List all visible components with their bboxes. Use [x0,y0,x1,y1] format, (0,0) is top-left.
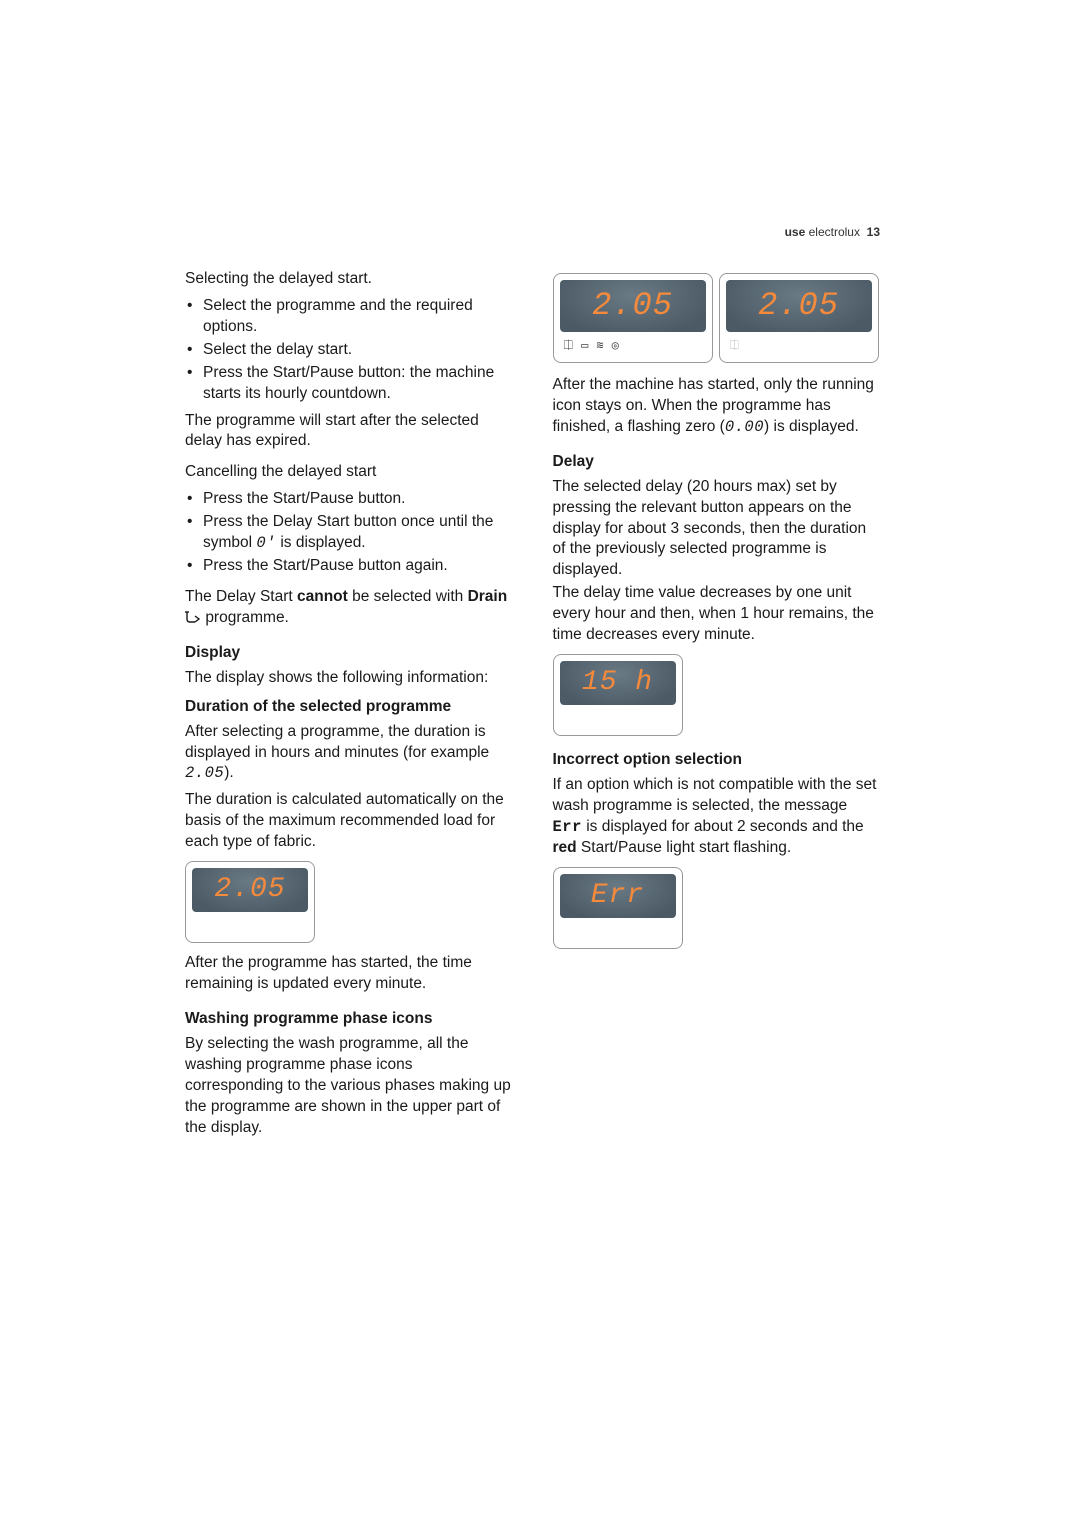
dual-display-illustration: 2.05 ⎅ ▭ ≋ ◎ 2.05 ⎅ [553,273,881,363]
cancel-delay-title: Cancelling the delayed start [185,462,513,483]
lcd-screen: 2.05 [560,280,706,332]
list-item: Press the Delay Start button once until … [185,512,513,554]
list-item: Press the Start/Pause button: the machin… [185,363,513,405]
selecting-delay-title: Selecting the delayed start. [185,269,513,290]
lcd-screen: 15 h [560,661,676,705]
lcd-readout: 15 h [582,664,653,702]
drain-icon [185,610,201,624]
lcd-readout: 2.05 [758,284,839,327]
incorrect-text: If an option which is not compatible wit… [553,775,881,859]
two-column-layout: Selecting the delayed start. Select the … [185,269,880,1145]
header-page-num: 13 [867,225,880,239]
prewash-icon: ⎅ [730,337,740,353]
lcd-readout: Err [591,877,644,915]
list-item: Select the delay start. [185,340,513,361]
page-header: use electrolux 13 [185,225,880,239]
after-started-text: After the machine has started, only the … [553,375,881,438]
lcd-screen: Err [560,874,676,918]
list-item: Press the Start/Pause button. [185,489,513,510]
lcd-icon-row: ⎅ [726,332,872,356]
red-word: red [553,839,577,856]
header-section: use [785,225,806,239]
document-page: use electrolux 13 Selecting the delayed … [185,225,880,1145]
left-column: Selecting the delayed start. Select the … [185,269,513,1145]
display-intro: The display shows the following informat… [185,668,513,689]
list-item: Select the programme and the required op… [185,296,513,338]
display-illustration-delay: 15 h [553,654,683,736]
cancel-delay-list: Press the Start/Pause button. Press the … [185,489,513,577]
header-brand: electrolux [809,225,860,239]
phase-icons-text: By selecting the wash programme, all the… [185,1034,513,1139]
duration-after: After the programme has started, the tim… [185,953,513,995]
lcd-icon-row [560,705,676,729]
display-illustration-all-icons: 2.05 ⎅ ▭ ≋ ◎ [553,273,713,363]
lcd-icon-row [192,912,308,936]
duration-heading: Duration of the selected programme [185,697,513,718]
lcd-screen: 2.05 [726,280,872,332]
delay-p1: The selected delay (20 hours max) set by… [553,477,881,582]
selecting-delay-list: Select the programme and the required op… [185,296,513,405]
delay-heading: Delay [553,452,881,473]
display-illustration-error: Err [553,867,683,949]
display-illustration-duration: 2.05 [185,861,315,943]
lcd-readout: 2.05 [592,284,673,327]
prewash-icon: ⎅ [564,337,574,353]
spin-icon: ◎ [612,337,619,353]
lcd-icon-row: ⎅ ▭ ≋ ◎ [560,332,706,356]
display-illustration-running: 2.05 ⎅ [719,273,879,363]
symbol-duration: 2.05 [185,764,224,782]
lcd-screen: 2.05 [192,868,308,912]
symbol-zero-prime: 0' [256,534,276,552]
rinse-icon: ≋ [596,337,603,353]
lcd-icon-row [560,918,676,942]
list-item: Press the Start/Pause button again. [185,556,513,577]
drain-note: The Delay Start cannot be selected with … [185,587,513,629]
incorrect-heading: Incorrect option selection [553,750,881,771]
duration-p2: The duration is calculated automatically… [185,790,513,853]
duration-p1: After selecting a programme, the duratio… [185,722,513,785]
delay-p2: The delay time value decreases by one un… [553,583,881,646]
display-heading: Display [185,643,513,664]
lcd-readout: 2.05 [214,871,285,909]
symbol-err: Err [553,818,582,836]
symbol-zero: 0.00 [725,418,764,436]
phase-icons-heading: Washing programme phase icons [185,1009,513,1030]
wash-icon: ▭ [581,337,588,353]
right-column: 2.05 ⎅ ▭ ≋ ◎ 2.05 ⎅ [553,269,881,1145]
selecting-delay-after: The programme will start after the selec… [185,411,513,453]
